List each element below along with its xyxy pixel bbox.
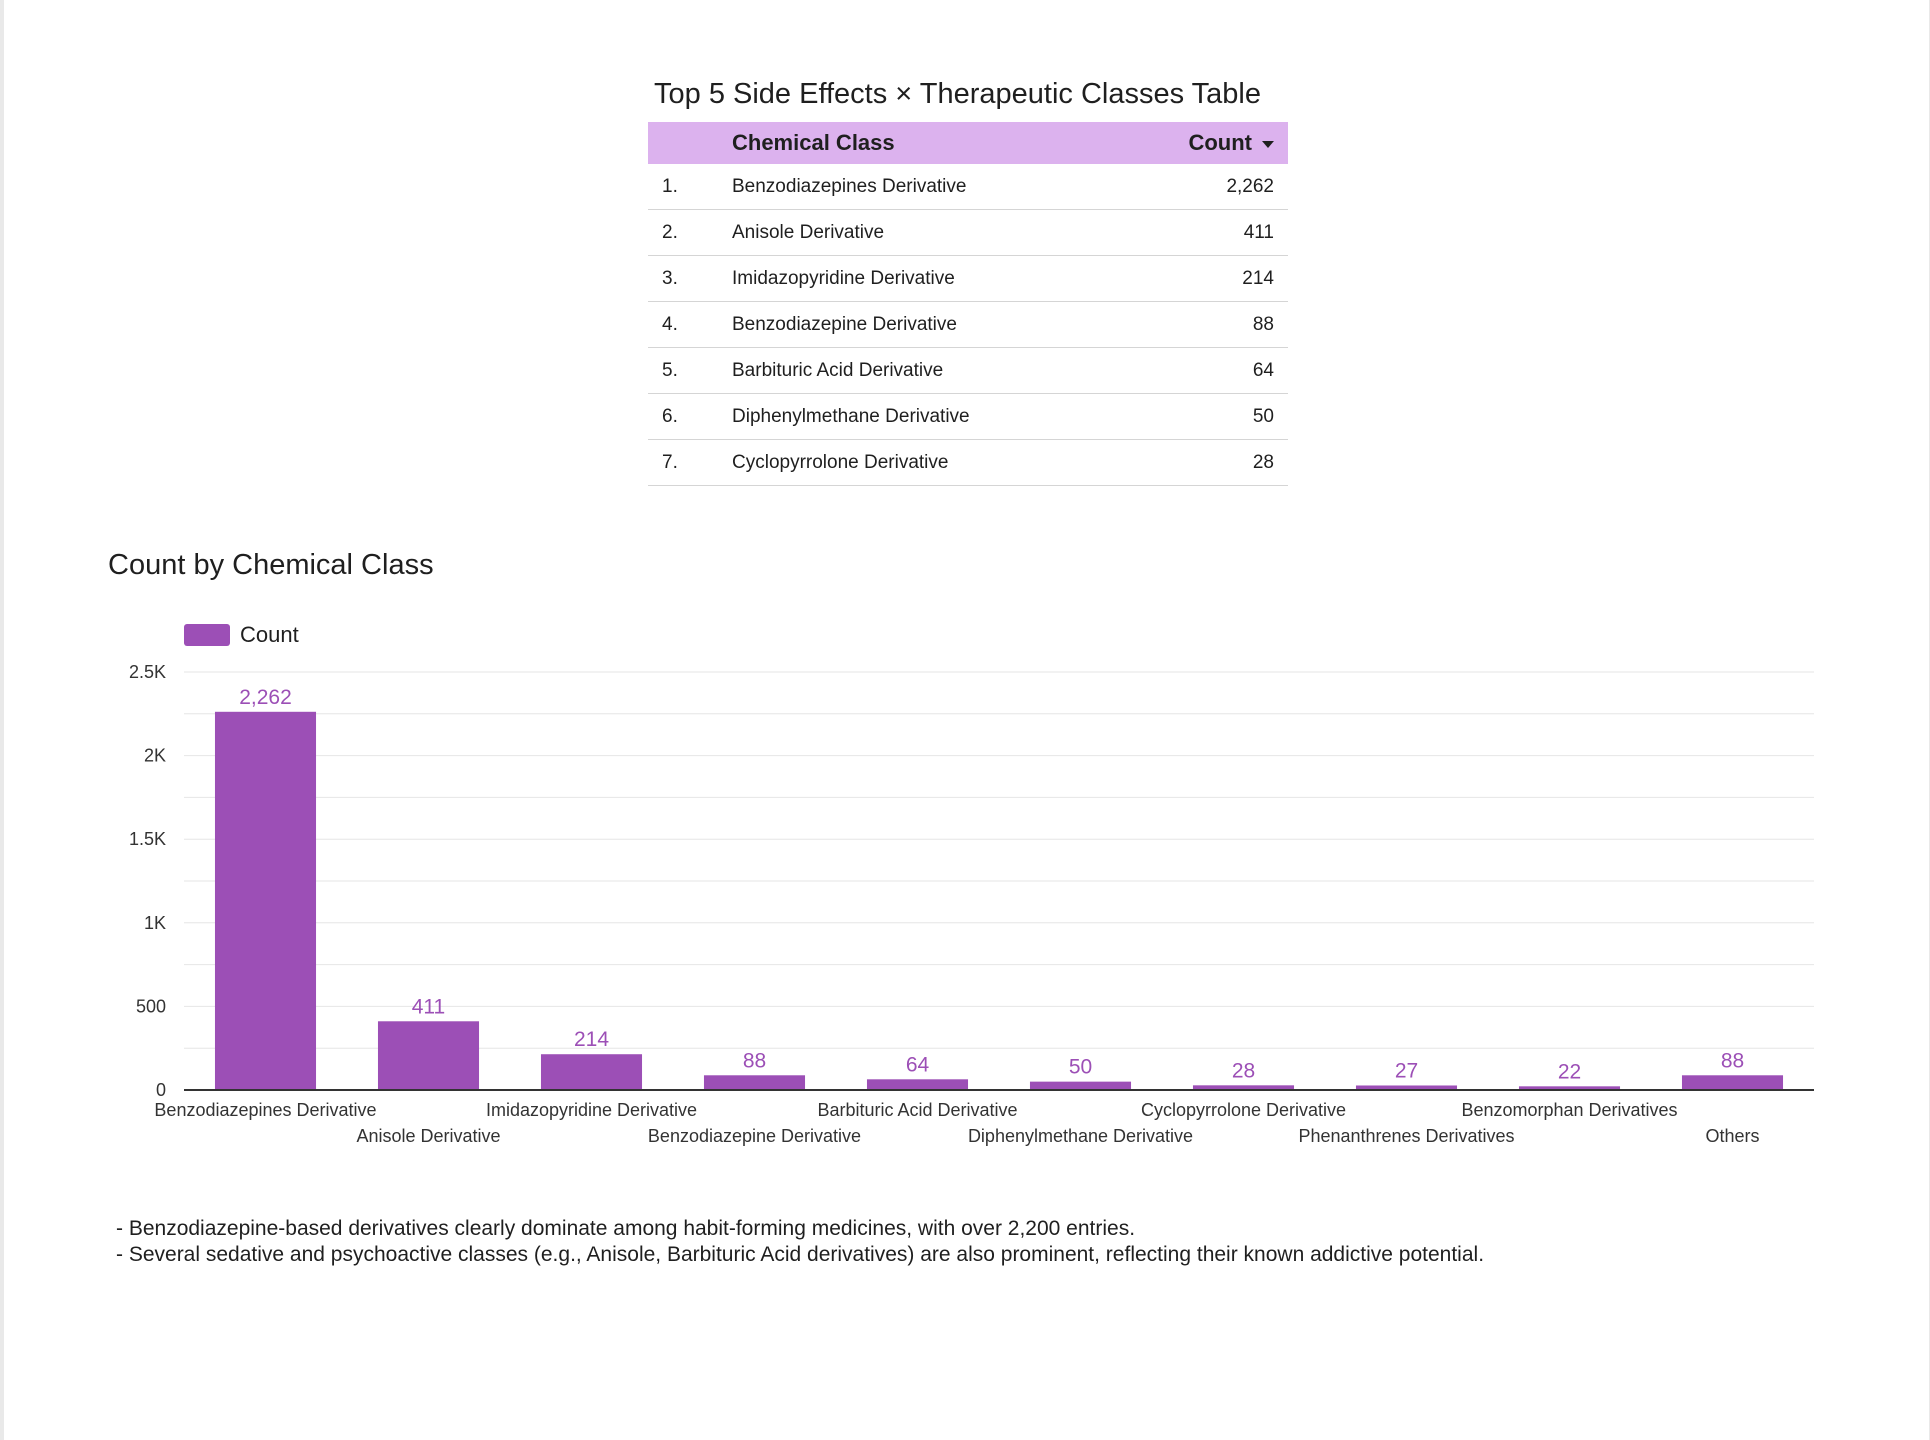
row-index: 2.: [648, 209, 732, 256]
y-tick-label: 2K: [144, 746, 166, 766]
header-count-label: Count: [1188, 130, 1252, 155]
legend-label: Count: [240, 622, 299, 647]
row-count: 411: [1118, 209, 1288, 256]
y-tick-label: 0: [156, 1080, 166, 1100]
row-index: 3.: [648, 255, 732, 302]
bar-chart: 0 500 1K 1.5K 2K 2.5K 2,262 Benzodiazepines Der…: [129, 662, 1814, 1146]
x-tick-label: Benzomorphan Derivatives: [1461, 1100, 1677, 1120]
header-chemical-class-label: Chemical Class: [732, 130, 895, 155]
notes: - Benzodiazepine-based derivatives clear…: [116, 1216, 1484, 1268]
x-tick-label: Imidazopyridine Derivative: [486, 1100, 697, 1120]
bar: [214, 711, 317, 1090]
chart-title: Count by Chemical Class: [108, 549, 434, 581]
row-class: Benzodiazepine Derivative: [732, 301, 1118, 348]
data-label: 88: [743, 1049, 766, 1072]
x-tick-label: Diphenylmethane Derivative: [968, 1126, 1193, 1146]
row-index: 1.: [648, 164, 732, 210]
row-class: Diphenylmethane Derivative: [732, 393, 1118, 440]
data-label: 22: [1558, 1060, 1581, 1083]
bar: [1192, 1085, 1295, 1090]
table-row[interactable]: 4. Benzodiazepine Derivative 88: [648, 301, 1288, 348]
x-tick-label: Benzodiazepine Derivative: [648, 1126, 861, 1146]
legend-swatch: [184, 624, 230, 646]
row-count: 50: [1118, 393, 1288, 440]
table-row[interactable]: 3. Imidazopyridine Derivative 214: [648, 255, 1288, 302]
data-label: 214: [574, 1028, 609, 1051]
table-section: Top 5 Side Effects × Therapeutic Classes…: [648, 66, 1288, 486]
y-tick-label: 1.5K: [129, 829, 166, 849]
x-tick-label: Cyclopyrrolone Derivative: [1141, 1100, 1346, 1120]
data-label: 88: [1721, 1049, 1744, 1072]
x-tick-label: Phenanthrenes Derivatives: [1298, 1126, 1514, 1146]
data-label: 411: [412, 995, 445, 1018]
report-canvas: Top 5 Side Effects × Therapeutic Classes…: [4, 0, 1929, 1440]
row-index: 4.: [648, 301, 732, 348]
table-header-row: Chemical Class Count: [648, 122, 1288, 164]
y-tick-label: 1K: [144, 913, 166, 933]
bar: [1518, 1086, 1621, 1090]
bar: [1355, 1085, 1458, 1090]
data-label: 64: [906, 1053, 930, 1076]
table-title: Top 5 Side Effects × Therapeutic Classes…: [654, 78, 1261, 110]
chemical-class-table: Chemical Class Count 1. Benzodiazepines …: [648, 122, 1288, 486]
table-row[interactable]: 7. Cyclopyrrolone Derivative 28: [648, 439, 1288, 486]
x-tick-label: Barbituric Acid Derivative: [817, 1100, 1017, 1120]
note-line: - Several sedative and psychoactive clas…: [116, 1243, 1485, 1266]
y-tick-label: 2.5K: [129, 662, 166, 682]
row-class: Imidazopyridine Derivative: [732, 255, 1118, 302]
data-label: 27: [1395, 1059, 1418, 1082]
bar: [866, 1079, 969, 1090]
row-class: Barbituric Acid Derivative: [732, 347, 1118, 394]
bar: [540, 1054, 643, 1090]
data-label: 2,262: [239, 686, 292, 709]
row-index: 5.: [648, 347, 732, 394]
row-count: 214: [1118, 255, 1288, 302]
table-row[interactable]: 5. Barbituric Acid Derivative 64: [648, 347, 1288, 394]
data-label: 28: [1232, 1059, 1255, 1082]
bar: [1029, 1081, 1132, 1090]
row-count: 28: [1118, 439, 1288, 486]
row-count: 88: [1118, 301, 1288, 348]
x-tick-label: Anisole Derivative: [356, 1126, 500, 1146]
x-tick-label: Others: [1705, 1126, 1759, 1146]
table-row[interactable]: 6. Diphenylmethane Derivative 50: [648, 393, 1288, 440]
x-tick-label: Benzodiazepines Derivative: [154, 1100, 376, 1120]
bar: [377, 1021, 480, 1090]
chart-legend[interactable]: Count: [184, 620, 299, 650]
sort-descending-icon[interactable]: [1262, 140, 1274, 148]
row-index: 6.: [648, 393, 732, 440]
data-label: 50: [1069, 1056, 1092, 1079]
header-chemical-class[interactable]: Chemical Class: [732, 122, 1118, 164]
row-count: 64: [1118, 347, 1288, 394]
row-class: Benzodiazepines Derivative: [732, 164, 1118, 210]
y-tick-label: 500: [136, 996, 166, 1016]
row-class: Anisole Derivative: [732, 209, 1118, 256]
row-class: Cyclopyrrolone Derivative: [732, 439, 1118, 486]
note-line: - Benzodiazepine-based derivatives clear…: [116, 1217, 1136, 1240]
bar: [703, 1075, 806, 1090]
table-row[interactable]: 1. Benzodiazepines Derivative 2,262: [648, 164, 1288, 210]
bar: [1681, 1075, 1784, 1090]
table-row[interactable]: 2. Anisole Derivative 411: [648, 209, 1288, 256]
header-count[interactable]: Count: [1118, 122, 1288, 164]
row-count: 2,262: [1118, 164, 1288, 210]
row-index: 7.: [648, 439, 732, 486]
